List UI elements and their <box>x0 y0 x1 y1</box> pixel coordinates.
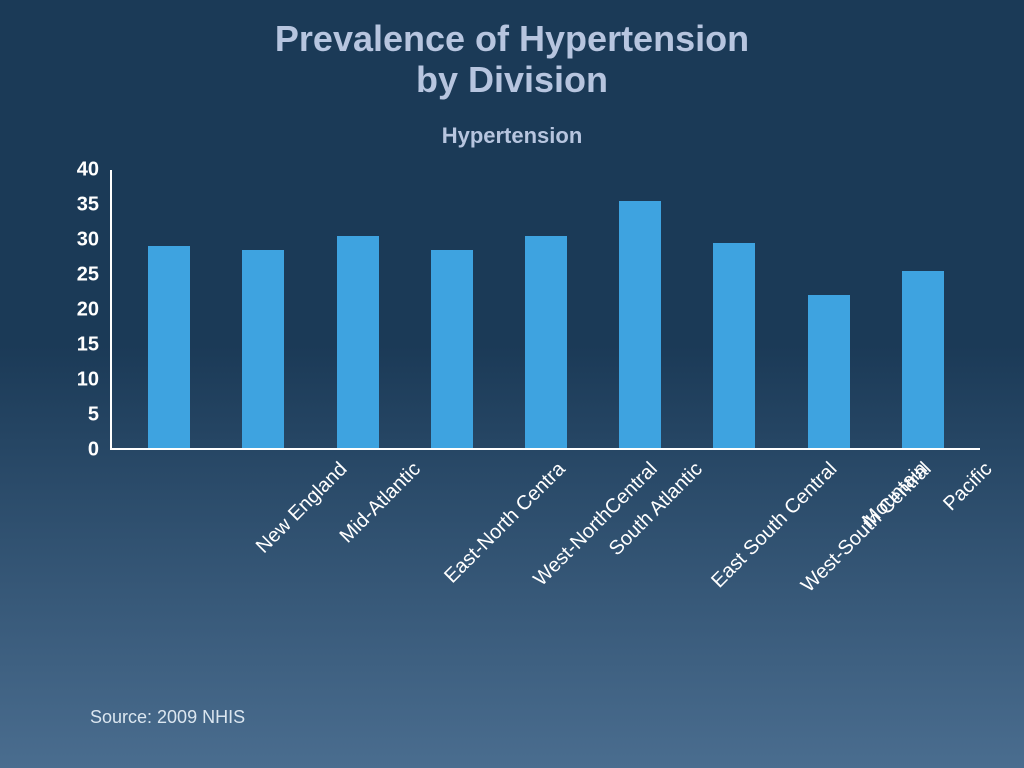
page-title: Prevalence of Hypertension by Division <box>0 0 1024 101</box>
bar <box>431 250 473 448</box>
y-tick-label: 40 <box>77 159 99 182</box>
bar <box>902 271 944 448</box>
x-tick-label: New England <box>252 458 352 558</box>
bar-slot <box>216 170 310 448</box>
bar-slot <box>876 170 970 448</box>
x-tick-label: Pacific <box>939 458 997 516</box>
y-tick-label: 5 <box>88 404 99 427</box>
bar <box>808 295 850 448</box>
plot-area: New EnglandMid-AtlanticEast-North Centra… <box>110 170 980 450</box>
bar <box>713 243 755 448</box>
bar <box>242 250 284 448</box>
y-tick-label: 15 <box>77 334 99 357</box>
y-tick-label: 0 <box>88 439 99 462</box>
y-tick-label: 20 <box>77 299 99 322</box>
bar-chart: 0510152025303540 New EnglandMid-Atlantic… <box>55 170 980 450</box>
bar-slot <box>499 170 593 448</box>
y-tick-label: 25 <box>77 264 99 287</box>
bar-slot <box>310 170 404 448</box>
y-axis: 0510152025303540 <box>55 170 105 450</box>
bar-slot <box>593 170 687 448</box>
bar <box>619 201 661 448</box>
slide: Prevalence of Hypertension by Division H… <box>0 0 1024 768</box>
bar <box>148 246 190 448</box>
title-line-1: Prevalence of Hypertension <box>0 18 1024 59</box>
y-tick-label: 35 <box>77 194 99 217</box>
source-label: Source: 2009 NHIS <box>90 707 245 728</box>
bars-container <box>112 170 980 448</box>
bar-slot <box>122 170 216 448</box>
chart-subtitle: Hypertension <box>0 123 1024 149</box>
bar-slot <box>687 170 781 448</box>
title-line-2: by Division <box>0 59 1024 100</box>
bar <box>337 236 379 448</box>
y-tick-label: 30 <box>77 229 99 252</box>
bar-slot <box>405 170 499 448</box>
bar-slot <box>782 170 876 448</box>
x-tick-label: Mountain <box>858 458 932 532</box>
bar <box>525 236 567 448</box>
y-tick-label: 10 <box>77 369 99 392</box>
